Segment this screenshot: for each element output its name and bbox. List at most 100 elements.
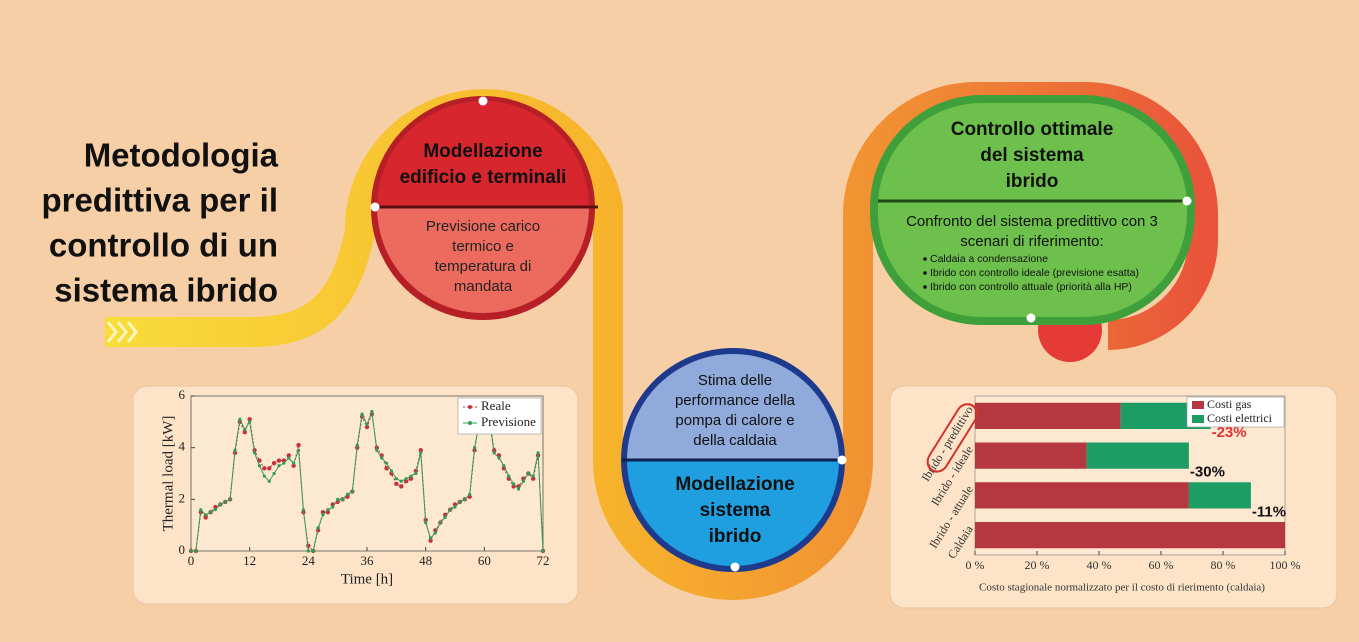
- point: [360, 412, 364, 416]
- stage-body: Confronto del sistema predittivo con 3: [906, 213, 1158, 230]
- point: [419, 451, 423, 455]
- stage-2-bottom: [627, 460, 839, 566]
- x-tick-label: 60 %: [1149, 558, 1174, 572]
- highlight-outline: [926, 403, 978, 473]
- point: [404, 477, 408, 481]
- x-tick-label: 80 %: [1211, 558, 1236, 572]
- point: [384, 466, 389, 471]
- point: [531, 476, 536, 481]
- point: [536, 451, 540, 455]
- point: [468, 492, 472, 496]
- point: [507, 474, 511, 478]
- point: [267, 479, 271, 483]
- bullet: Caldaia a condensazione: [930, 253, 1048, 265]
- stage-heading: Modellazione: [423, 141, 542, 162]
- point: [199, 508, 203, 512]
- point: [433, 531, 438, 535]
- point: [286, 453, 291, 458]
- x-tick-label: 12: [243, 553, 256, 568]
- point: [409, 474, 413, 478]
- x-axis-label: Costo stagionale normalizzato per il cos…: [979, 582, 1265, 594]
- point: [403, 479, 409, 484]
- point: [272, 471, 276, 476]
- point: [418, 448, 423, 453]
- stage-heading: del sistema: [980, 145, 1084, 166]
- title-line: sistema ibrido: [54, 272, 278, 309]
- point: [301, 508, 306, 512]
- stage-body: temperatura di: [435, 258, 532, 275]
- stage-body: scenari di riferimento:: [960, 233, 1103, 250]
- point: [512, 482, 516, 486]
- point: [277, 464, 281, 468]
- point: [189, 549, 193, 553]
- point: [414, 471, 418, 476]
- point: [223, 500, 227, 504]
- legend-label: Costi gas: [1207, 397, 1252, 411]
- point: [242, 429, 247, 435]
- x-tick-label: 72: [537, 553, 550, 568]
- x-tick-label: 40 %: [1087, 558, 1112, 572]
- x-tick-label: 0: [188, 553, 195, 568]
- point: [247, 417, 252, 422]
- annotation: -23%: [1212, 424, 1247, 441]
- point: [336, 497, 340, 501]
- x-tick-label: 20 %: [1025, 558, 1050, 572]
- point: [389, 469, 394, 473]
- x-tick-label: 60: [478, 553, 491, 568]
- point: [365, 422, 369, 427]
- legend-box: [457, 397, 542, 435]
- point: [276, 458, 282, 463]
- point: [492, 451, 496, 455]
- point: [326, 508, 330, 512]
- point: [194, 549, 198, 553]
- point: [521, 479, 526, 483]
- point: [213, 508, 218, 512]
- point: [282, 461, 286, 465]
- point: [243, 427, 247, 432]
- point: [316, 526, 320, 530]
- point: [384, 461, 389, 465]
- point: [516, 487, 521, 491]
- stage-heading: ibrido: [709, 526, 762, 547]
- bar: [1188, 482, 1251, 509]
- stage-body: pompa di calore e: [675, 412, 794, 429]
- point: [399, 479, 403, 483]
- bullet-dot: [923, 271, 927, 275]
- point: [428, 536, 433, 540]
- point: [399, 484, 404, 489]
- point: [311, 549, 315, 553]
- bar: [975, 402, 1121, 429]
- stage-heading: edificio e terminali: [400, 167, 567, 188]
- title-line: Metodologia: [84, 137, 279, 174]
- x-tick-label: 100 %: [1270, 558, 1301, 572]
- stage-body: Previsione carico: [426, 218, 540, 235]
- point: [296, 442, 301, 448]
- stage-1-bottom: [377, 207, 589, 313]
- stage-heading: sistema: [700, 500, 771, 521]
- stage-body: della caldaia: [693, 432, 777, 449]
- legend-swatch: [1192, 415, 1204, 423]
- bullet: Ibrido con controllo ideale (previsione …: [930, 267, 1139, 279]
- point: [203, 515, 208, 520]
- point: [204, 513, 208, 517]
- bullet: Ibrido con controllo attuale (priorità a…: [930, 281, 1132, 293]
- point: [394, 481, 399, 487]
- point: [394, 477, 398, 481]
- point: [292, 461, 296, 465]
- y-tick-label: 2: [179, 490, 186, 505]
- stage-heading: ibrido: [1006, 171, 1059, 192]
- bar: [975, 482, 1189, 509]
- point: [218, 502, 222, 507]
- point: [248, 420, 252, 424]
- stage-heading: Modellazione: [675, 474, 794, 495]
- legend-label: Previsione: [481, 414, 536, 429]
- point: [453, 505, 457, 509]
- point: [370, 409, 374, 414]
- point: [208, 510, 213, 514]
- stage-heading: Controllo ottimale: [951, 119, 1114, 140]
- point: [424, 520, 428, 525]
- y-tick-label: 0: [179, 542, 186, 557]
- point: [252, 451, 257, 455]
- chevrons: [106, 321, 138, 343]
